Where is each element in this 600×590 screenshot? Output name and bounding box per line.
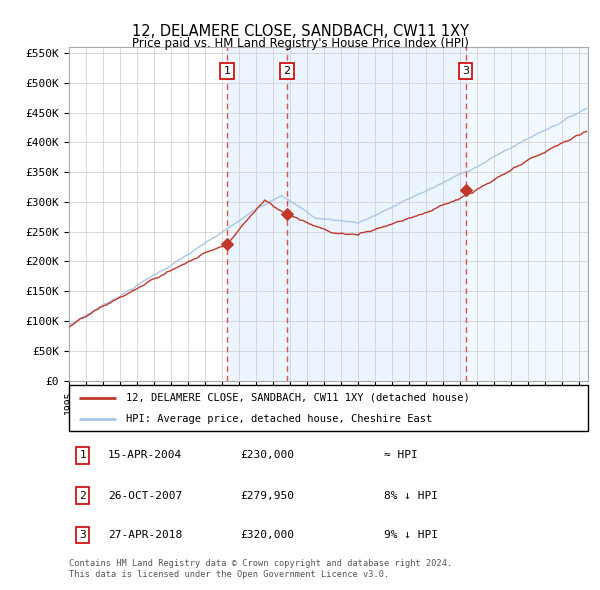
Text: £279,950: £279,950 (240, 491, 294, 500)
Text: Contains HM Land Registry data © Crown copyright and database right 2024.: Contains HM Land Registry data © Crown c… (69, 559, 452, 568)
Text: £230,000: £230,000 (240, 451, 294, 460)
Text: ≈ HPI: ≈ HPI (384, 451, 418, 460)
Text: 3: 3 (463, 66, 469, 76)
Point (222, 239, 232, 248)
Text: 3: 3 (79, 530, 86, 540)
Text: HPI: Average price, detached house, Cheshire East: HPI: Average price, detached house, Ches… (126, 414, 433, 424)
Bar (227, 47, 287, 381)
Point (283, 209, 292, 219)
Text: 27-APR-2018: 27-APR-2018 (108, 530, 182, 540)
Point (461, 185, 470, 195)
Text: 15-APR-2004: 15-APR-2004 (108, 451, 182, 460)
Text: This data is licensed under the Open Government Licence v3.0.: This data is licensed under the Open Gov… (69, 570, 389, 579)
Text: Price paid vs. HM Land Registry's House Price Index (HPI): Price paid vs. HM Land Registry's House … (131, 37, 469, 50)
Text: 12, DELAMERE CLOSE, SANDBACH, CW11 1XY (detached house): 12, DELAMERE CLOSE, SANDBACH, CW11 1XY (… (126, 392, 470, 402)
Text: 2: 2 (284, 66, 291, 76)
Text: 1: 1 (79, 451, 86, 460)
Text: 26-OCT-2007: 26-OCT-2007 (108, 491, 182, 500)
Text: 2: 2 (79, 491, 86, 500)
Bar (466, 47, 588, 381)
Text: 12, DELAMERE CLOSE, SANDBACH, CW11 1XY: 12, DELAMERE CLOSE, SANDBACH, CW11 1XY (131, 24, 469, 38)
Text: 9% ↓ HPI: 9% ↓ HPI (384, 530, 438, 540)
Bar (287, 47, 466, 381)
Text: £320,000: £320,000 (240, 530, 294, 540)
Text: 1: 1 (224, 66, 230, 76)
FancyBboxPatch shape (69, 385, 588, 431)
Text: 8% ↓ HPI: 8% ↓ HPI (384, 491, 438, 500)
